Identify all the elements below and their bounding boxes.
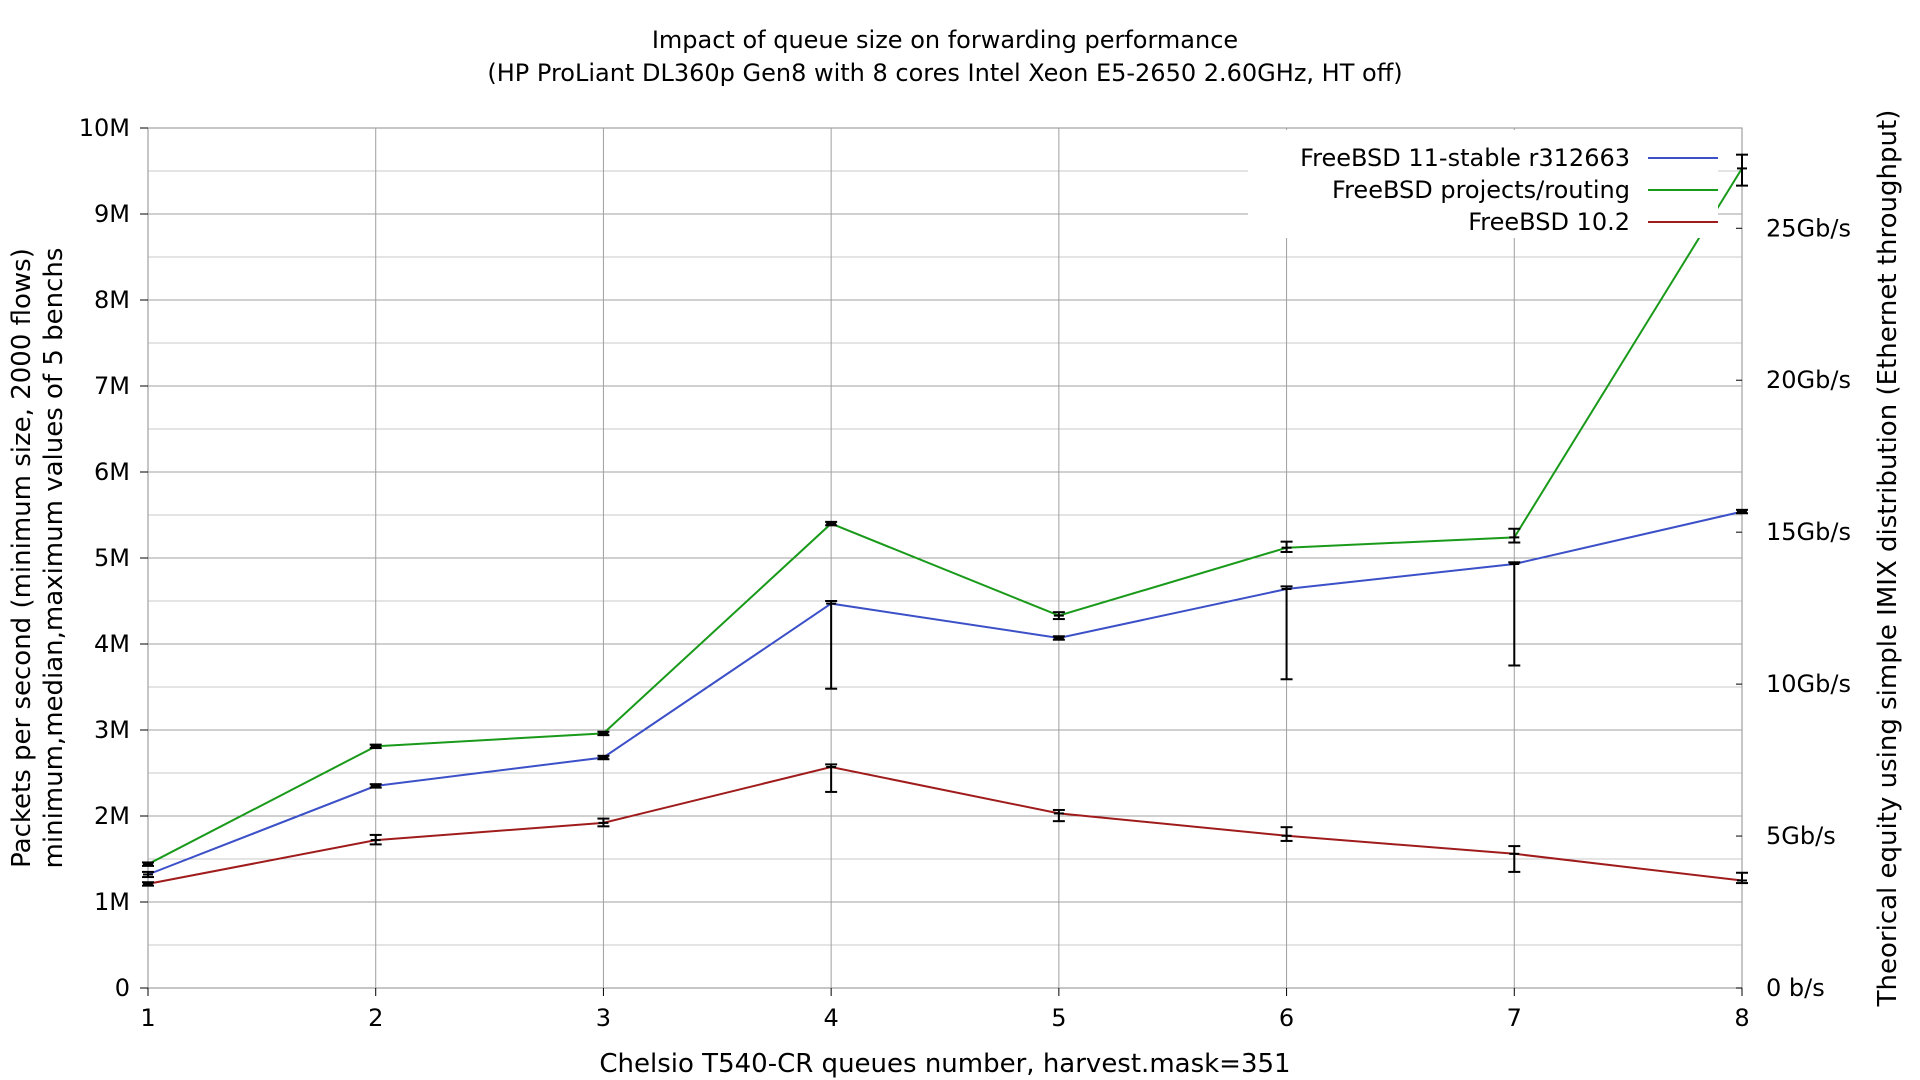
error-bar	[1052, 635, 1065, 641]
x-axis-label: Chelsio T540-CR queues number, harvest.m…	[599, 1049, 1290, 1079]
error-bar	[1280, 585, 1293, 681]
y-tick-label: 6M	[94, 458, 130, 486]
series-line	[147, 167, 1743, 866]
legend-item: FreeBSD projects/routing	[1332, 176, 1718, 204]
y2-tick-label: 15Gb/s	[1766, 518, 1851, 546]
y-tick-label: 8M	[94, 286, 130, 314]
error-bar	[369, 743, 382, 750]
y2-axis-ticks: 0 b/s 5Gb/s 10Gb/s 15Gb/s 20Gb/s 25Gb/s	[1736, 214, 1851, 1002]
y-tick-label: 10M	[79, 114, 130, 142]
y2-axis-label: Theorical equity using simple IMIX distr…	[1873, 110, 1903, 1008]
error-bar	[142, 861, 154, 867]
y2-tick-label: 5Gb/s	[1766, 822, 1836, 850]
x-tick-label: 5	[1051, 1004, 1066, 1032]
legend-label: FreeBSD projects/routing	[1332, 176, 1630, 204]
error-bar	[1736, 153, 1748, 187]
error-bar	[369, 833, 382, 846]
y2-tick-label: 20Gb/s	[1766, 366, 1851, 394]
y-tick-label: 7M	[94, 372, 130, 400]
legend-item: FreeBSD 11-stable r312663	[1300, 144, 1718, 172]
x-tick-label: 4	[824, 1004, 839, 1032]
y2-tick-label: 10Gb/s	[1766, 670, 1851, 698]
legend: FreeBSD 11-stable r312663 FreeBSD project…	[1248, 130, 1718, 238]
legend-item: FreeBSD 10.2	[1468, 208, 1718, 236]
error-bar	[142, 881, 154, 887]
error-bar	[1508, 845, 1521, 873]
y-tick-label: 1M	[94, 888, 130, 916]
series-3	[142, 763, 1748, 887]
legend-items: FreeBSD 11-stable r312663 FreeBSD project…	[1300, 144, 1718, 236]
x-tick-label: 1	[140, 1004, 155, 1032]
y-tick-label: 5M	[94, 544, 130, 572]
error-bar	[597, 754, 610, 761]
series-line	[147, 765, 1743, 885]
x-axis-ticks: 1 2 3 4 5 6 7 8	[140, 988, 1750, 1032]
y2-tick-label: 0 b/s	[1766, 974, 1825, 1002]
error-bar	[1736, 508, 1748, 515]
y-tick-label: 4M	[94, 630, 130, 658]
y-axis-label-2: minimum,median,maximum values of 5 bench…	[39, 248, 69, 869]
error-bar	[369, 783, 382, 789]
error-bar	[825, 763, 838, 793]
x-tick-label: 7	[1507, 1004, 1522, 1032]
y-axis-ticks: 0 1M 2M 3M 4M 5M 6M 7M 8M 9M 10M	[79, 114, 148, 1002]
error-bar	[825, 520, 838, 527]
error-bar	[597, 730, 610, 737]
error-bar	[1280, 540, 1293, 553]
series-line	[147, 510, 1743, 876]
error-bar	[1052, 808, 1065, 823]
error-bar	[1280, 826, 1293, 842]
x-tick-label: 6	[1279, 1004, 1294, 1032]
x-tick-label: 8	[1734, 1004, 1749, 1032]
series-1	[142, 508, 1748, 879]
error-bar	[1736, 871, 1748, 885]
chart-subtitle: (HP ProLiant DL360p Gen8 with 8 cores In…	[487, 59, 1402, 87]
x-tick-label: 2	[368, 1004, 383, 1032]
error-bar	[1052, 611, 1065, 621]
legend-background	[1248, 130, 1718, 238]
legend-label: FreeBSD 10.2	[1468, 208, 1630, 236]
y-axis-label: Packets per second (minimum size, 2000 f…	[7, 248, 37, 868]
error-bar	[825, 600, 838, 690]
y-tick-label: 3M	[94, 716, 130, 744]
y-tick-label: 9M	[94, 200, 130, 228]
error-bar	[1508, 527, 1521, 544]
error-bar	[1508, 561, 1521, 667]
error-bar	[597, 817, 610, 828]
y-tick-label: 0	[115, 974, 130, 1002]
error-bar	[142, 870, 154, 879]
chart-title: Impact of queue size on forwarding perfo…	[652, 26, 1238, 54]
series	[142, 153, 1748, 887]
series-2	[142, 153, 1748, 867]
y-tick-label: 2M	[94, 802, 130, 830]
legend-label: FreeBSD 11-stable r312663	[1300, 144, 1630, 172]
x-tick-label: 3	[596, 1004, 611, 1032]
y2-tick-label: 25Gb/s	[1766, 214, 1851, 242]
